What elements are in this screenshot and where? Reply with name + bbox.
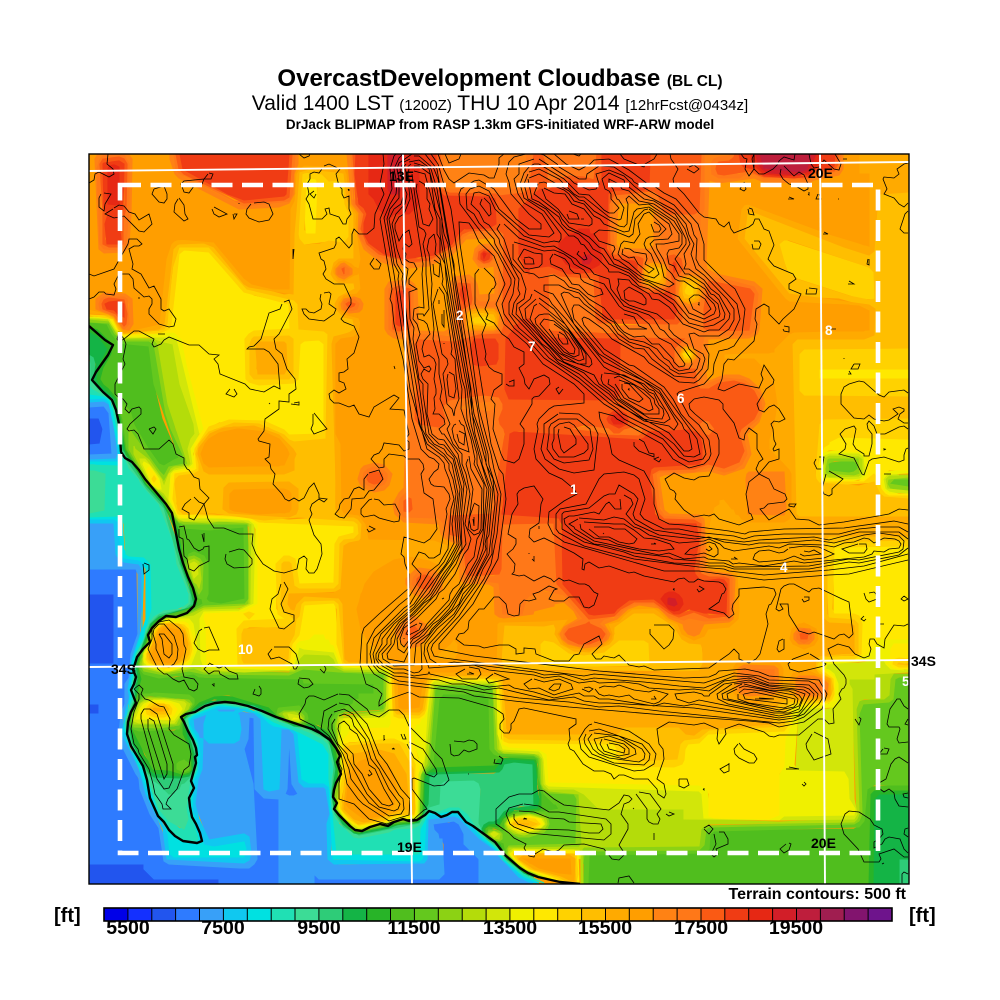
svg-text:13500: 13500 xyxy=(483,917,537,939)
svg-text:34S: 34S xyxy=(911,653,936,669)
svg-text:5: 5 xyxy=(902,674,910,689)
svg-text:7: 7 xyxy=(528,339,536,354)
svg-text:7500: 7500 xyxy=(201,917,245,939)
svg-text:6: 6 xyxy=(677,391,685,406)
svg-text:20E: 20E xyxy=(808,165,833,181)
svg-text:17500: 17500 xyxy=(674,917,728,939)
svg-text:15500: 15500 xyxy=(578,917,632,939)
svg-text:19500: 19500 xyxy=(769,917,823,939)
svg-text:19E: 19E xyxy=(397,839,422,855)
svg-text:13E: 13E xyxy=(389,168,414,184)
svg-text:8: 8 xyxy=(825,323,833,338)
svg-text:9500: 9500 xyxy=(297,917,341,939)
svg-text:4: 4 xyxy=(780,560,788,575)
svg-text:1: 1 xyxy=(570,482,578,497)
svg-text:20E: 20E xyxy=(811,835,836,851)
svg-text:5500: 5500 xyxy=(106,917,150,939)
svg-text:2: 2 xyxy=(456,308,464,323)
svg-text:11500: 11500 xyxy=(387,917,440,939)
svg-text:10: 10 xyxy=(238,642,253,657)
svg-text:34S: 34S xyxy=(111,661,136,677)
